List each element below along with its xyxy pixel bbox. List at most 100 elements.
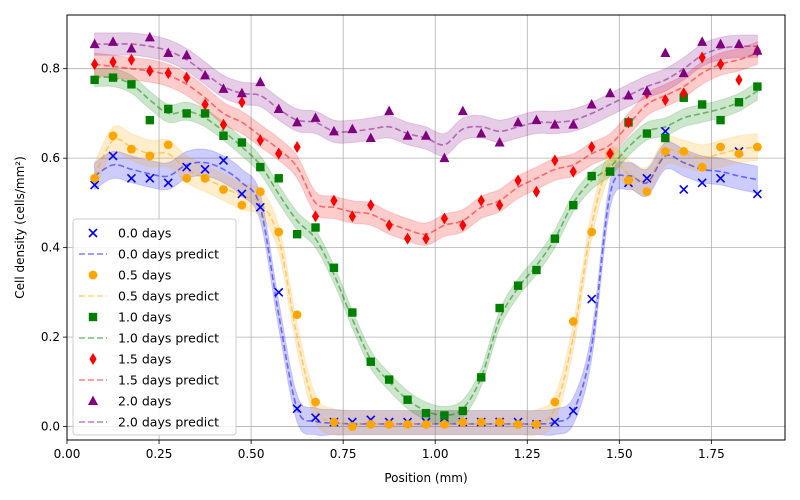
- point-0-0-days: [310, 413, 321, 423]
- point-0-0-days: [697, 178, 707, 188]
- x-tick-label: 0.75: [330, 447, 357, 461]
- point-0-5-days: [163, 140, 173, 150]
- legend-predict-label-1-0-days: 1.0 days predict: [118, 331, 219, 346]
- point-2-0-days: [292, 116, 303, 127]
- point-2-0-days: [218, 83, 229, 93]
- point-0-5-days: [329, 417, 339, 427]
- point-2-0-days: [255, 76, 266, 87]
- point-0-5-days: [642, 187, 652, 197]
- point-0-5-days: [274, 227, 284, 237]
- point-0-0-days: [126, 173, 137, 183]
- point-1-5-days: [459, 219, 467, 232]
- point-0-5-days: [697, 162, 707, 172]
- point-1-0-days: [182, 109, 191, 118]
- point-0-5-days: [200, 173, 210, 183]
- legend-label-1-5-days: 1.5 days: [118, 352, 171, 367]
- point-2-0-days: [421, 130, 431, 140]
- point-1-0-days: [127, 80, 136, 89]
- point-1-0-days: [145, 115, 155, 125]
- point-0-5-days: [311, 397, 320, 407]
- legend-predict-label-2-0-days: 2.0 days predict: [118, 415, 219, 430]
- point-2-0-days: [108, 36, 119, 46]
- legend: 0.0 days 0.0 days predict 0.5 days 0.5 days…: [72, 218, 237, 436]
- point-2-0-days: [328, 125, 339, 136]
- point-1-0-days: [237, 138, 247, 147]
- x-axis-label: Position (mm): [384, 471, 467, 485]
- point-1-5-days: [238, 96, 246, 109]
- point-1-5-days: [624, 116, 633, 129]
- point-0-0-days: [550, 417, 560, 427]
- point-1-5-days: [514, 174, 522, 187]
- point-1-0-days: [587, 171, 596, 181]
- point-1-5-days: [680, 87, 688, 100]
- point-0-0-days: [163, 178, 173, 188]
- point-1-0-days: [661, 133, 670, 143]
- point-1-5-days: [606, 147, 614, 160]
- point-1-0-days: [403, 395, 412, 404]
- point-0-5-days: [90, 173, 100, 183]
- point-1-0-days: [734, 98, 744, 107]
- point-2-0-days: [697, 36, 708, 46]
- point-1-0-days: [329, 263, 339, 272]
- plot-frame: [66, 14, 786, 441]
- point-1-0-days: [477, 373, 486, 382]
- legend-marker-1-5-days: [89, 353, 97, 365]
- point-1-5-days: [385, 219, 393, 232]
- point-2-0-days: [402, 130, 413, 140]
- legend-marker-1-0-days: [88, 312, 98, 322]
- point-1-5-days: [735, 73, 743, 86]
- legend-predict-label-1-5-days: 1.5 days predict: [118, 373, 219, 388]
- legend-marker-0-5-days: [88, 270, 98, 280]
- point-2-0-days: [531, 114, 542, 125]
- y-tick-label: 0.4: [41, 241, 60, 255]
- point-1-5-days: [275, 147, 283, 160]
- x-tick-label: 1.25: [514, 447, 541, 461]
- point-0-0-days: [145, 173, 155, 183]
- point-1-5-days: [496, 199, 504, 212]
- y-tick-label: 0.8: [41, 62, 60, 76]
- point-1-0-days: [569, 200, 578, 210]
- point-2-0-days: [310, 112, 321, 122]
- legend-predict-label-0-0-days: 0.0 days predict: [118, 247, 219, 262]
- point-2-0-days: [181, 49, 192, 60]
- y-tick-label: 0.2: [41, 330, 60, 344]
- point-1-0-days: [384, 375, 394, 384]
- point-0-5-days: [292, 310, 302, 320]
- point-1-0-days: [311, 223, 320, 232]
- point-0-5-days: [587, 227, 597, 237]
- point-0-5-days: [458, 417, 468, 427]
- point-1-0-days: [348, 308, 357, 317]
- point-1-0-days: [458, 406, 468, 416]
- point-0-0-days: [108, 151, 118, 161]
- point-1-5-days: [91, 58, 99, 71]
- point-2-0-days: [494, 137, 505, 147]
- point-1-0-days: [440, 411, 449, 420]
- point-0-5-days: [366, 419, 376, 429]
- point-1-0-days: [200, 109, 210, 118]
- point-1-5-days: [661, 94, 669, 106]
- point-1-5-days: [440, 212, 449, 225]
- point-1-5-days: [551, 154, 559, 167]
- point-2-0-days: [89, 38, 100, 49]
- point-1-0-days: [716, 115, 725, 125]
- point-2-0-days: [273, 103, 284, 113]
- point-1-5-days: [422, 232, 430, 245]
- point-1-0-days: [697, 100, 707, 109]
- point-1-5-days: [311, 210, 320, 223]
- point-0-0-days: [642, 173, 652, 183]
- point-2-0-days: [586, 98, 597, 109]
- point-2-0-days: [439, 152, 450, 163]
- point-1-0-days: [292, 230, 302, 239]
- point-2-0-days: [365, 132, 376, 143]
- point-1-5-days: [569, 165, 577, 178]
- point-1-5-days: [588, 140, 596, 153]
- point-1-0-days: [421, 408, 431, 418]
- point-2-0-days: [384, 105, 395, 116]
- point-1-0-days: [108, 73, 118, 82]
- point-2-0-days: [605, 87, 616, 98]
- point-0-0-days: [715, 173, 726, 183]
- point-1-0-days: [605, 167, 615, 176]
- data-markers: [89, 31, 763, 431]
- point-1-5-days: [256, 134, 264, 147]
